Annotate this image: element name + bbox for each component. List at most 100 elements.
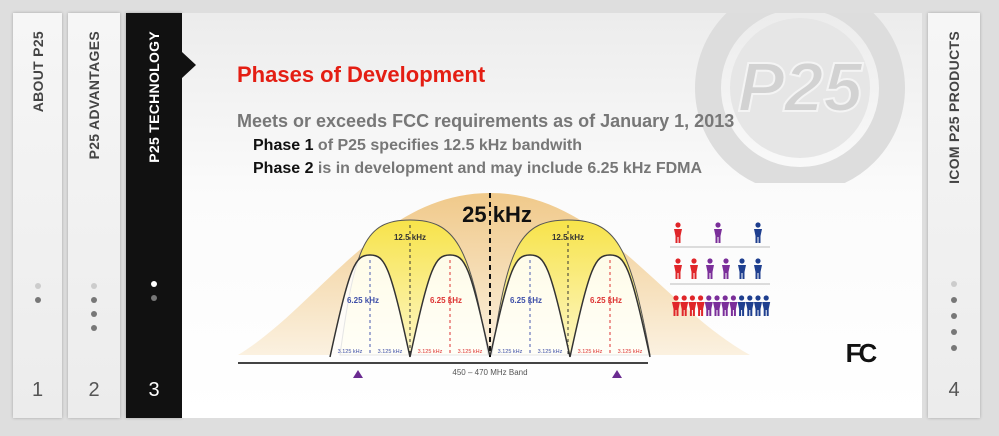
person [730, 295, 736, 301]
dot [951, 281, 957, 287]
half-label: 12.5 kHz [394, 233, 426, 242]
people-and-logo: FC [670, 222, 881, 368]
marker [612, 370, 622, 378]
person [675, 222, 681, 228]
person [674, 229, 682, 243]
person [763, 295, 769, 301]
phase-name: Phase 1 [253, 137, 314, 154]
person [706, 265, 714, 279]
eighth-label: 3.125 kHz [418, 349, 443, 355]
quarter-label: 6.25 kHz [590, 296, 622, 305]
eighth-label: 3.125 kHz [498, 349, 523, 355]
tab-label: P25 TECHNOLOGY [146, 31, 162, 163]
person [755, 258, 761, 264]
person [755, 295, 761, 301]
quarter-label: 6.25 kHz [347, 296, 379, 305]
watermark: P25 [695, 13, 905, 183]
person [722, 295, 728, 301]
person [689, 295, 695, 301]
person [762, 302, 771, 316]
quarter-band [409, 254, 491, 358]
dot [151, 281, 157, 287]
tab[interactable]: ABOUT P25 1 [13, 13, 62, 418]
person [745, 302, 754, 316]
person [715, 222, 721, 228]
half-label: 12.5 kHz [552, 233, 584, 242]
eighth-label: 3.125 kHz [538, 349, 563, 355]
dot [951, 297, 957, 303]
intro: Meets or exceeds FCC requirements as of … [237, 111, 735, 131]
person [706, 295, 712, 301]
person [680, 302, 689, 316]
band-label: 450 – 470 MHz Band [452, 368, 527, 377]
tab-number: 4 [948, 379, 960, 401]
person [707, 258, 713, 264]
dot [91, 311, 97, 317]
eighth-label: 3.125 kHz [378, 349, 403, 355]
dot [91, 297, 97, 303]
dot [951, 345, 957, 351]
tab-label: ICOM P25 PRODUCTS [946, 31, 962, 184]
phase-line: Phase 2 is in development and may includ… [253, 160, 702, 178]
eighth-label: 3.125 kHz [338, 349, 363, 355]
person [723, 258, 729, 264]
tab-label: ABOUT P25 [29, 31, 46, 113]
person [704, 302, 713, 316]
tab-pointer [182, 52, 196, 78]
person [713, 302, 721, 316]
person [737, 302, 746, 316]
person [747, 295, 753, 301]
person [690, 265, 698, 279]
person [739, 295, 745, 301]
phase-text: of P25 specifies 12.5 kHz bandwith [313, 137, 583, 154]
phase-text: is in development and may include 6.25 k… [313, 160, 703, 177]
tab[interactable]: P25 ADVANTAGES 2 [68, 13, 120, 418]
person [675, 258, 681, 264]
person [722, 265, 730, 279]
person [672, 302, 680, 316]
person [754, 229, 762, 243]
person [729, 302, 738, 316]
person [714, 229, 722, 243]
eighth-label: 3.125 kHz [618, 349, 643, 355]
person [739, 258, 745, 264]
person [688, 302, 697, 316]
dot [151, 295, 157, 301]
quarter-band [489, 254, 571, 358]
tab[interactable]: P25 TECHNOLOGY 3 [126, 13, 182, 418]
person [754, 265, 762, 279]
dot [34, 283, 41, 289]
quarter-band [329, 254, 411, 358]
marker [353, 370, 363, 378]
person [698, 295, 704, 301]
tab-number: 2 [88, 379, 100, 401]
tab[interactable]: ICOM P25 PRODUCTS 4 [928, 13, 980, 418]
person [674, 265, 682, 279]
quarter-label: 6.25 kHz [430, 296, 462, 305]
person [755, 222, 761, 228]
person [696, 302, 705, 316]
fcc-logo: FC [846, 338, 878, 368]
quarter-label: 6.25 kHz [510, 296, 542, 305]
dot [951, 329, 957, 335]
person [738, 265, 746, 279]
dot [91, 283, 97, 289]
band-diagram: 25 kHz 12.5 kHz 12.5 kHz 6.25 kHz 6.25 k… [238, 193, 750, 378]
eighth-label: 3.125 kHz [578, 349, 603, 355]
dot [34, 297, 41, 303]
dot [951, 313, 957, 319]
person [721, 302, 730, 316]
quarter-band [569, 254, 651, 358]
phase-name: Phase 2 [253, 160, 314, 177]
person [681, 295, 687, 301]
eighth-label: 3.125 kHz [458, 349, 483, 355]
person [673, 295, 679, 301]
total-label: 25 kHz [462, 202, 532, 227]
watermark-text: P25 [738, 48, 864, 126]
phase-line: Phase 1 of P25 specifies 12.5 kHz bandwi… [253, 137, 582, 155]
slide-title: Phases of Development [237, 62, 486, 87]
person [691, 258, 697, 264]
tab-number: 3 [148, 379, 160, 401]
dot [91, 325, 97, 331]
